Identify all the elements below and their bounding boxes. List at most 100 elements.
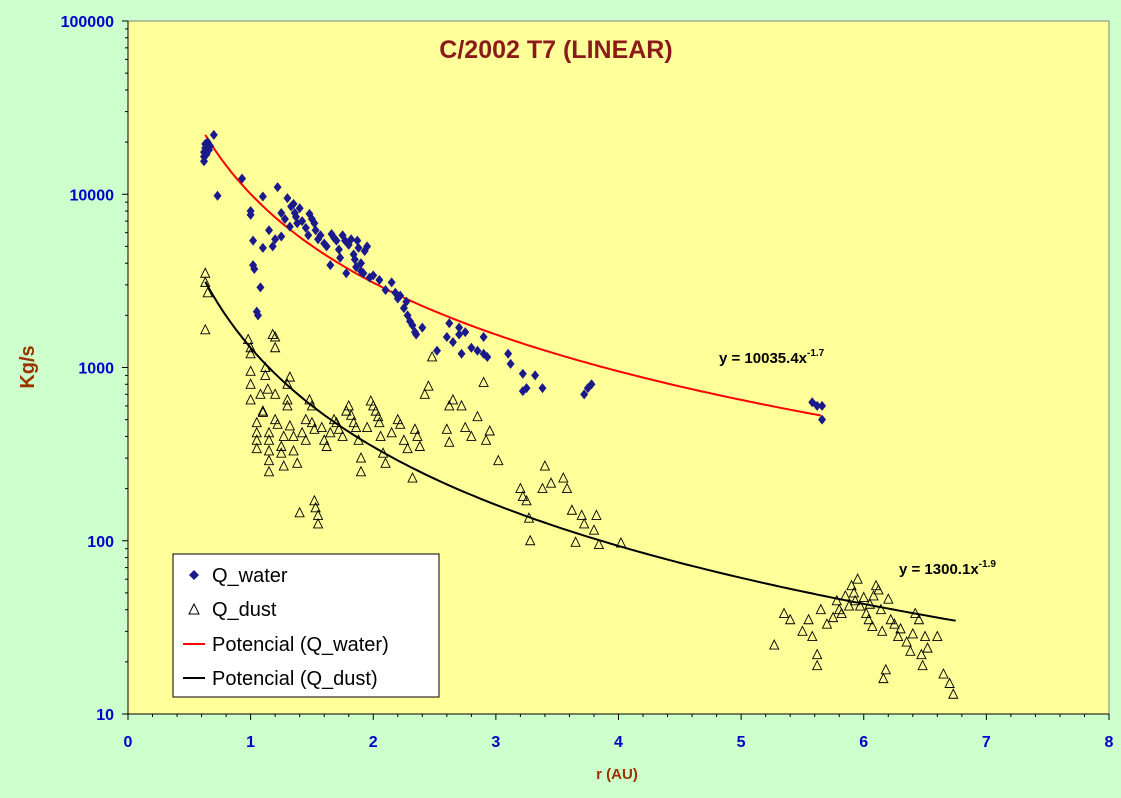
dust-point bbox=[345, 409, 357, 420]
dust-point bbox=[854, 600, 866, 611]
legend: Q_water Q_dust Potencial (Q_water) Poten… bbox=[172, 553, 440, 698]
dust-point bbox=[368, 399, 379, 411]
water-point bbox=[473, 345, 482, 356]
dust-point bbox=[576, 509, 587, 520]
water-point bbox=[256, 282, 265, 293]
dust-point bbox=[262, 383, 274, 394]
water-point bbox=[249, 235, 258, 246]
dust-point bbox=[310, 501, 321, 513]
dust-point bbox=[517, 490, 529, 501]
dust-point bbox=[423, 380, 434, 391]
water-point bbox=[268, 241, 277, 252]
water-point bbox=[587, 379, 596, 390]
dust-point bbox=[478, 376, 489, 387]
dust-point bbox=[402, 442, 413, 454]
dust-point bbox=[353, 434, 364, 445]
water-point bbox=[381, 285, 390, 296]
dust-point bbox=[588, 524, 600, 535]
dust-fit-equation: y = 1300.1x-1.9 bbox=[899, 559, 996, 578]
water-point bbox=[818, 414, 827, 425]
dust-point bbox=[444, 436, 455, 447]
dust-fit-curve bbox=[204, 281, 956, 622]
dust-point bbox=[257, 405, 269, 416]
water-point bbox=[209, 129, 218, 140]
dust-point bbox=[331, 416, 342, 428]
dust-point bbox=[350, 421, 362, 433]
water-point bbox=[442, 331, 451, 342]
water-point bbox=[375, 274, 384, 285]
dust-point bbox=[200, 276, 211, 287]
water-point bbox=[369, 270, 378, 281]
water-point bbox=[518, 368, 527, 379]
dust-point bbox=[263, 465, 275, 477]
dust-point bbox=[341, 405, 352, 416]
legend-box bbox=[172, 553, 440, 698]
dust-point bbox=[521, 494, 532, 506]
dust-point bbox=[922, 642, 933, 653]
water-point bbox=[467, 342, 476, 353]
dust-point bbox=[426, 350, 438, 362]
dust-point bbox=[278, 430, 289, 441]
dust-point bbox=[539, 460, 551, 471]
dust-point bbox=[919, 630, 931, 641]
y-tick-label: 100 bbox=[87, 534, 114, 551]
x-tick-label: 4 bbox=[614, 734, 623, 751]
dust-point bbox=[938, 668, 949, 679]
dust-point bbox=[466, 430, 477, 441]
dust-point bbox=[269, 341, 281, 353]
y-tick-label: 10 bbox=[96, 707, 114, 724]
x-tick-label: 5 bbox=[737, 734, 746, 751]
dust-point bbox=[300, 413, 312, 425]
dust-point bbox=[905, 645, 916, 656]
water-point bbox=[818, 400, 827, 411]
dust-point bbox=[876, 625, 888, 636]
water-point bbox=[258, 191, 267, 202]
dust-point bbox=[304, 393, 315, 405]
dust-point bbox=[858, 591, 869, 603]
dust-point bbox=[441, 423, 453, 434]
dust-point bbox=[291, 457, 303, 468]
axes: 0 1 2 3 4 5 6 7 8 10 100 1000 10000 100000 bbox=[61, 14, 1114, 751]
dust-point bbox=[895, 622, 906, 634]
dust-point bbox=[267, 328, 278, 339]
dust-point bbox=[255, 388, 266, 399]
dust-point bbox=[523, 512, 535, 523]
dust-point bbox=[355, 465, 367, 477]
dust-point bbox=[200, 323, 211, 335]
water-point bbox=[455, 322, 464, 333]
dust-point bbox=[318, 434, 330, 445]
trend-lines bbox=[204, 134, 956, 622]
dust-point bbox=[263, 426, 275, 438]
dust-point bbox=[269, 388, 281, 399]
dust-point bbox=[333, 423, 345, 434]
dust-point bbox=[407, 472, 418, 483]
water-point bbox=[301, 222, 310, 233]
dust-point bbox=[907, 627, 919, 639]
dust-point bbox=[843, 600, 855, 611]
dust-point bbox=[355, 452, 367, 463]
water-point bbox=[326, 260, 335, 271]
dust-point bbox=[848, 586, 860, 598]
dust-point bbox=[377, 447, 389, 458]
dust-point bbox=[593, 538, 605, 550]
data-points bbox=[200, 129, 959, 699]
dust-point bbox=[282, 399, 293, 411]
legend-dust-fit-label: Potencial (Q_dust) bbox=[212, 668, 378, 690]
dust-point bbox=[537, 482, 548, 494]
water-point bbox=[455, 329, 464, 340]
dust-point bbox=[880, 663, 892, 675]
dust-point bbox=[784, 613, 796, 625]
water-point bbox=[273, 182, 282, 193]
dust-point bbox=[778, 607, 790, 619]
dust-point bbox=[309, 423, 320, 434]
legend-water-label: Q_water bbox=[212, 565, 288, 587]
water-point bbox=[412, 329, 421, 340]
dust-point bbox=[875, 603, 887, 615]
dust-point bbox=[863, 613, 874, 625]
dust-point bbox=[456, 399, 467, 411]
water-point bbox=[396, 290, 405, 301]
dust-point bbox=[316, 421, 327, 433]
dust-point bbox=[840, 589, 851, 601]
